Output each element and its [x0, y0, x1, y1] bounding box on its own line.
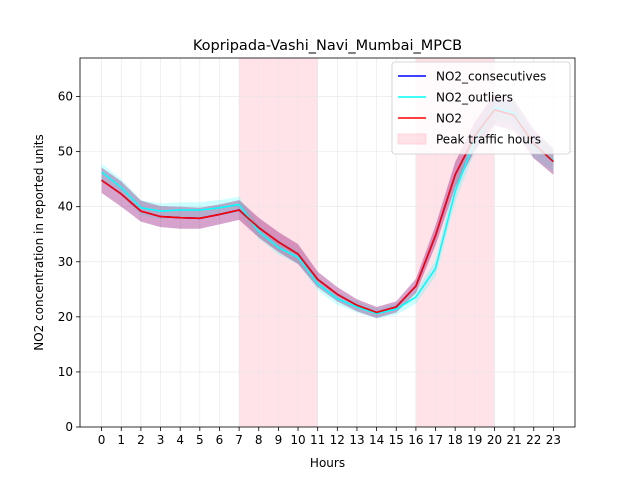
x-tick-label: 2 [137, 433, 145, 447]
legend-label: Peak traffic hours [436, 133, 541, 147]
x-tick-label: 23 [546, 433, 561, 447]
x-tick-label: 17 [428, 433, 443, 447]
x-axis-label: Hours [310, 456, 345, 470]
x-tick-label: 21 [506, 433, 521, 447]
legend-label: NO2_consecutives [436, 70, 546, 84]
x-tick-label: 4 [176, 433, 184, 447]
y-tick-label: 60 [58, 90, 73, 104]
x-tick-label: 11 [310, 433, 325, 447]
y-tick-label: 10 [58, 365, 73, 379]
x-tick-label: 15 [389, 433, 404, 447]
x-tick-label: 22 [526, 433, 541, 447]
y-tick-label: 50 [58, 145, 73, 159]
y-tick-label: 40 [58, 200, 73, 214]
x-tick-label: 10 [290, 433, 305, 447]
y-axis-ticks: 0 10 20 30 40 50 60 [58, 90, 80, 434]
y-tick-label: 0 [65, 420, 73, 434]
legend: NO2_consecutives NO2_outliers NO2 Peak traf… [392, 62, 570, 154]
x-tick-label: 16 [408, 433, 423, 447]
x-tick-label: 13 [349, 433, 364, 447]
x-tick-label: 20 [487, 433, 502, 447]
x-tick-label: 12 [330, 433, 345, 447]
legend-label: NO2_outliers [436, 91, 513, 105]
x-tick-label: 8 [255, 433, 263, 447]
x-tick-label: 19 [467, 433, 482, 447]
y-tick-label: 20 [58, 310, 73, 324]
x-tick-label: 14 [369, 433, 384, 447]
x-tick-label: 1 [117, 433, 125, 447]
x-tick-label: 9 [275, 433, 283, 447]
x-tick-label: 6 [216, 433, 224, 447]
x-tick-label: 5 [196, 433, 204, 447]
x-tick-label: 18 [448, 433, 463, 447]
legend-swatch-shaded [398, 134, 426, 144]
y-tick-label: 30 [58, 255, 73, 269]
legend-label: NO2 [436, 112, 462, 126]
x-tick-label: 3 [157, 433, 165, 447]
x-tick-label: 7 [235, 433, 243, 447]
x-tick-label: 0 [98, 433, 106, 447]
chart-title: Kopripada-Vashi_Navi_Mumbai_MPCB [193, 38, 462, 54]
y-axis-label: NO2 concentration in reported units [32, 134, 46, 351]
